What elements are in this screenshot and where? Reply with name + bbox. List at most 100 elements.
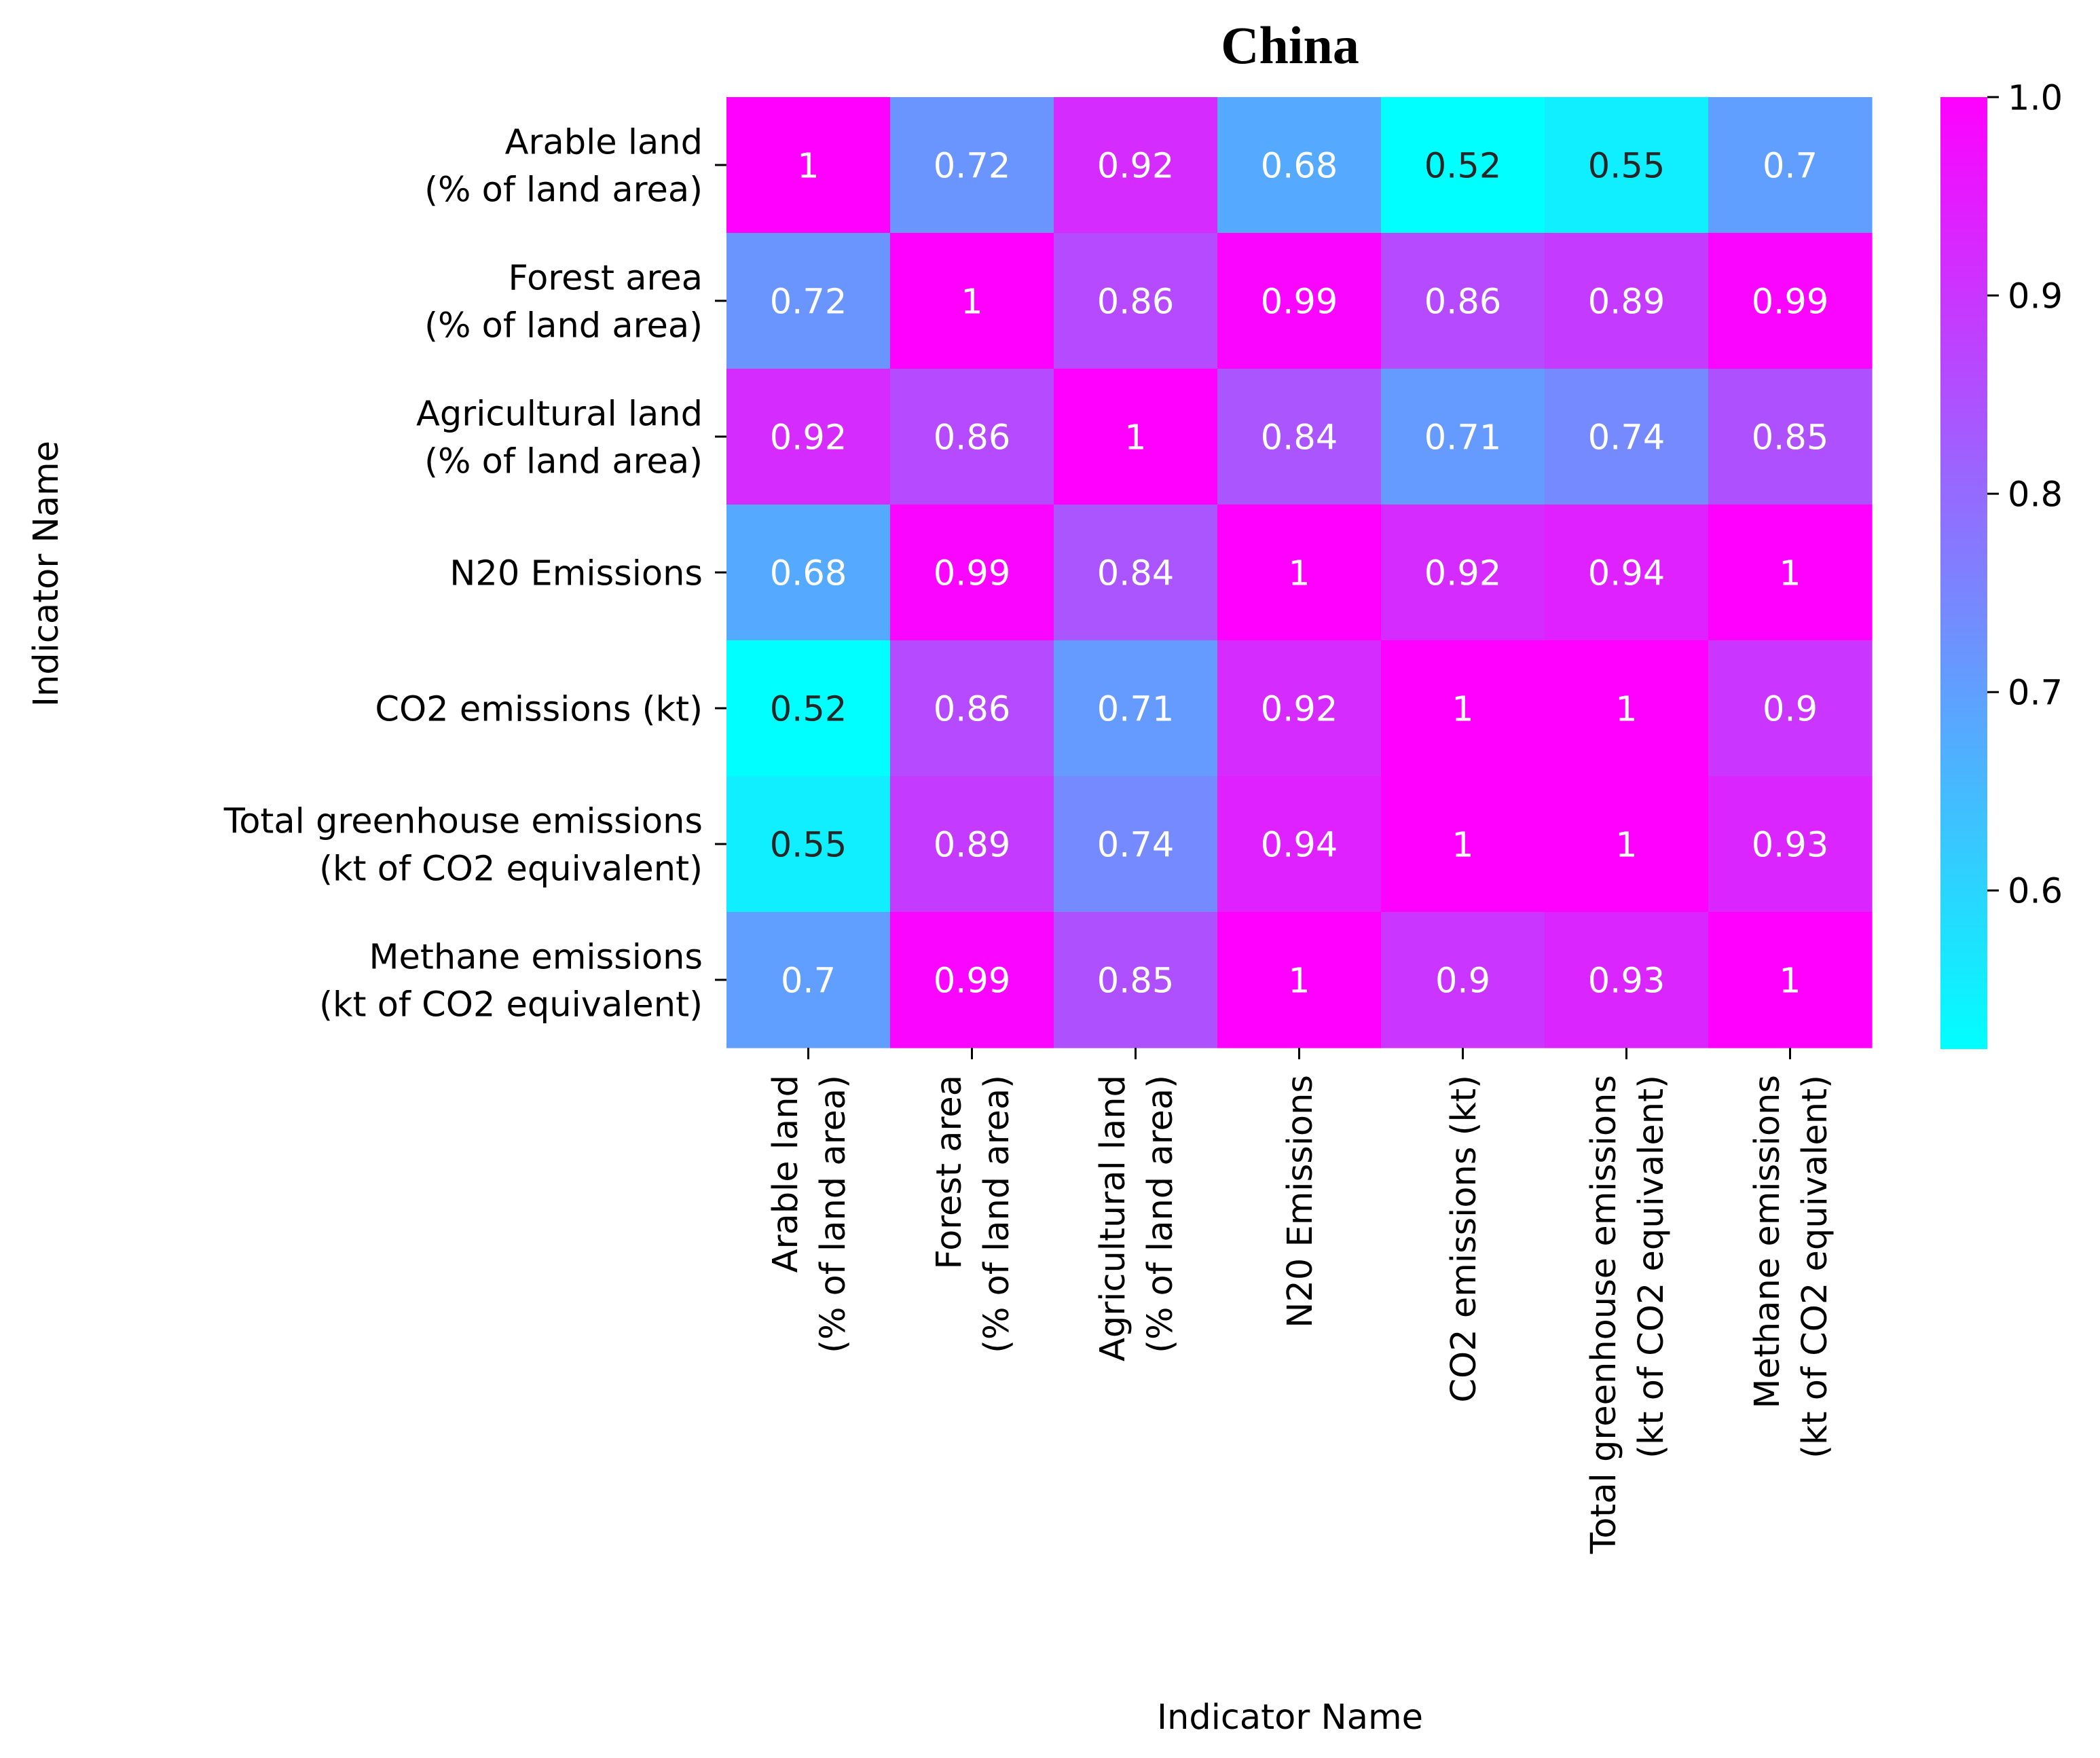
cell-value-label: 0.92 (1424, 553, 1502, 593)
heatmap-cell (1545, 640, 1709, 777)
y-tick-label: CO2 emissions (kt) (375, 689, 703, 729)
cell-value-label: 0.85 (1097, 961, 1175, 1001)
colorbar-gradient-bar (1940, 97, 1987, 1049)
heatmap-cell (726, 776, 891, 913)
cell-value-label: 0.99 (1752, 282, 1829, 322)
heatmap-cell (1381, 97, 1545, 234)
x-axis: Arable land (% of land area) Forest area (%… (766, 1048, 1835, 1554)
heatmap-cell (1545, 97, 1709, 234)
cell-value-label: 1 (1779, 961, 1801, 1001)
cell-value-label: 0.7 (781, 961, 836, 1001)
colorbar-tick-label: 0.6 (2008, 872, 2063, 912)
heatmap-cell (890, 369, 1054, 505)
cell-value-label: 0.74 (1588, 418, 1665, 458)
y-axis: Arable land (% of land area) Forest area (%… (223, 122, 726, 1025)
cell-value-label: 0.99 (934, 961, 1011, 1001)
cell-value-label: 0.68 (1261, 146, 1338, 186)
cell-value-label: 1 (1615, 825, 1637, 865)
cell-value-label: 0.71 (1424, 418, 1502, 458)
heatmap-cell (1381, 233, 1545, 369)
cell-value-label: 0.68 (770, 553, 847, 593)
cell-value-labels: 1 0.72 0.92 0.68 0.52 0.55 0.7 0.72 1 0.86 0.99 0.8… (770, 146, 1829, 1001)
y-tick-label: Forest area (509, 258, 703, 298)
y-tick-label: N20 Emissions (449, 553, 703, 593)
heatmap-cell (890, 776, 1054, 913)
heatmap-cell (1054, 369, 1218, 505)
x-tick-label: CO2 emissions (kt) (1444, 1075, 1484, 1403)
heatmap-cell (726, 505, 891, 641)
cell-value-label: 0.52 (770, 689, 847, 729)
y-tick-label: (% of land area) (424, 441, 703, 481)
cell-value-label: 1 (1452, 825, 1473, 865)
y-tick-label: (% of land area) (424, 306, 703, 346)
cell-value-label: 1 (961, 282, 982, 322)
x-tick-label: Total greenhouse emissions (1584, 1075, 1624, 1554)
cell-value-label: 0.84 (1097, 553, 1175, 593)
heatmap-cell (1217, 505, 1382, 641)
colorbar-tick-label: 0.8 (2008, 475, 2063, 515)
cell-value-label: 0.89 (1588, 282, 1665, 322)
cell-value-label: 0.7 (1763, 146, 1818, 186)
heatmap-cell (1054, 640, 1218, 777)
cell-value-label: 1 (1779, 553, 1801, 593)
x-axis-title: Indicator Name (1157, 1698, 1423, 1738)
chart-title: China (1221, 16, 1359, 75)
heatmap-cell (1708, 505, 1873, 641)
heatmap-cell (1054, 776, 1218, 913)
cell-value-label: 0.94 (1261, 825, 1338, 865)
y-tick-label: Agricultural land (416, 394, 703, 434)
cell-value-label: 0.86 (1097, 282, 1175, 322)
cell-value-label: 0.99 (1261, 282, 1338, 322)
heatmap-cell (726, 640, 891, 777)
x-tick-label: (% of land area) (977, 1075, 1017, 1353)
y-tick-label: Methane emissions (369, 937, 703, 977)
x-tick-label: (% of land area) (813, 1075, 853, 1353)
cell-value-label: 0.93 (1588, 961, 1665, 1001)
cell-value-label: 0.74 (1097, 825, 1175, 865)
cell-value-label: 0.85 (1752, 418, 1829, 458)
cell-value-label: 0.9 (1763, 689, 1818, 729)
heatmap-cell (890, 640, 1054, 777)
heatmap-cell (1054, 97, 1218, 234)
x-tick-label: N20 Emissions (1281, 1075, 1321, 1328)
heatmap-cell (1381, 369, 1545, 505)
heatmap-cell (1381, 640, 1545, 777)
cell-value-label: 0.99 (934, 553, 1011, 593)
cell-value-label: 1 (1452, 689, 1473, 729)
colorbar-tick-label: 0.9 (2008, 276, 2063, 316)
cell-value-label: 0.55 (770, 825, 847, 865)
heatmap-cell (726, 369, 891, 505)
y-tick-label: (% of land area) (424, 170, 703, 210)
heatmap-cell (890, 505, 1054, 641)
x-tick-label: Arable land (766, 1075, 806, 1272)
y-tick-label: (kt of CO2 equivalent) (319, 985, 703, 1025)
heatmap-cell (890, 233, 1054, 369)
heatmap-cell (1217, 776, 1382, 913)
x-tick-label: Forest area (929, 1075, 970, 1269)
y-tick-label: (kt of CO2 equivalent) (319, 849, 703, 889)
cell-value-label: 0.55 (1588, 146, 1665, 186)
heatmap-cell (1708, 369, 1873, 505)
colorbar-tick-label: 1.0 (2008, 78, 2063, 118)
colorbar: 0.6 0.7 0.8 0.9 1.0 (1940, 78, 2063, 1049)
y-tick-label: Total greenhouse emissions (223, 801, 703, 841)
cell-value-label: 0.72 (934, 146, 1011, 186)
x-tick-label: Methane emissions (1748, 1075, 1788, 1409)
heatmap-cell (1545, 776, 1709, 913)
cell-value-label: 0.71 (1097, 689, 1175, 729)
heatmap-cell (726, 233, 891, 369)
heatmap-cells (726, 97, 1873, 1048)
cell-value-label: 0.84 (1261, 418, 1338, 458)
x-tick-label: (kt of CO2 equivalent) (1632, 1075, 1672, 1459)
cell-value-label: 1 (1288, 961, 1310, 1001)
heatmap-cell (1054, 912, 1218, 1048)
cell-value-label: 0.92 (1261, 689, 1338, 729)
heatmap-cell (726, 97, 891, 234)
cell-value-label: 1 (1288, 553, 1310, 593)
x-tick-label: (kt of CO2 equivalent) (1795, 1075, 1835, 1459)
heatmap-cell (1708, 97, 1873, 234)
cell-value-label: 1 (1124, 418, 1146, 458)
x-tick-label: (% of land area) (1141, 1075, 1181, 1353)
cell-value-label: 1 (797, 146, 819, 186)
